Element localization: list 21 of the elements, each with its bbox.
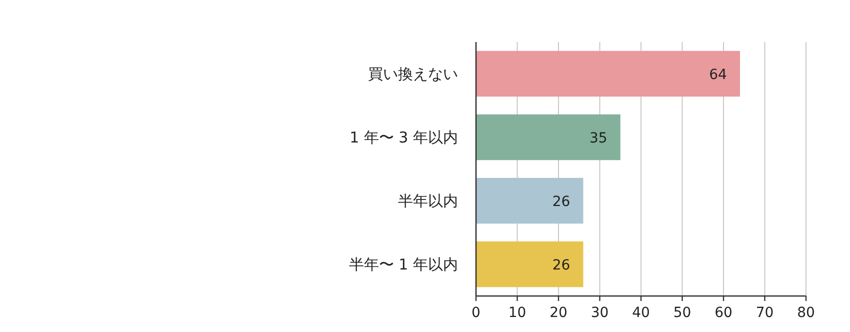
bar [476,241,584,288]
x-tick-label: 50 [673,305,692,321]
bar [476,178,584,224]
y-tick-label: 買い換えない [368,64,458,83]
x-tick-label: 10 [508,305,526,321]
x-tick-label: 30 [590,305,609,321]
data-label: 64 [709,66,727,83]
bar [476,114,620,160]
x-tick-label: 70 [756,305,774,321]
data-label: 26 [552,194,570,210]
y-tick-label: 半年以内 [398,192,458,210]
x-tick-label: 20 [550,305,568,321]
bar [476,50,740,97]
x-tick-label: 0 [472,305,480,321]
data-label: 35 [589,130,608,146]
x-tick-label: 40 [632,305,650,321]
x-tick-label: 80 [797,305,815,321]
y-tick-label: 半年〜 1 年以内 [348,255,458,274]
x-tick-label: 60 [714,305,732,321]
data-label: 26 [552,257,570,274]
y-tick-label: 1 年〜 3 年以内 [350,128,458,146]
